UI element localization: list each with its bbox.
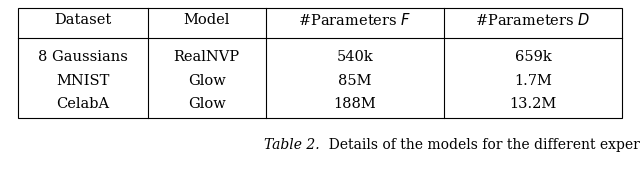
Text: 188M: 188M	[333, 97, 376, 111]
Text: 659k: 659k	[515, 50, 551, 64]
Text: CelabA: CelabA	[56, 97, 109, 111]
Text: 8 Gaussians: 8 Gaussians	[38, 50, 128, 64]
Text: #Parameters $D$: #Parameters $D$	[476, 12, 591, 28]
Text: #Parameters $F$: #Parameters $F$	[298, 12, 412, 28]
Text: 85M: 85M	[338, 74, 371, 88]
Text: 1.7M: 1.7M	[514, 74, 552, 88]
Text: 13.2M: 13.2M	[509, 97, 557, 111]
Text: MNIST: MNIST	[56, 74, 109, 88]
Text: Glow: Glow	[188, 97, 226, 111]
Text: Model: Model	[184, 13, 230, 27]
Text: RealNVP: RealNVP	[173, 50, 240, 64]
Text: 540k: 540k	[337, 50, 373, 64]
Text: Dataset: Dataset	[54, 13, 111, 27]
Bar	[18, 8, 622, 118]
Text: Glow: Glow	[188, 74, 226, 88]
Text: Details of the models for the different experiments.: Details of the models for the different …	[320, 138, 640, 152]
Text: Table 2.: Table 2.	[264, 138, 320, 152]
